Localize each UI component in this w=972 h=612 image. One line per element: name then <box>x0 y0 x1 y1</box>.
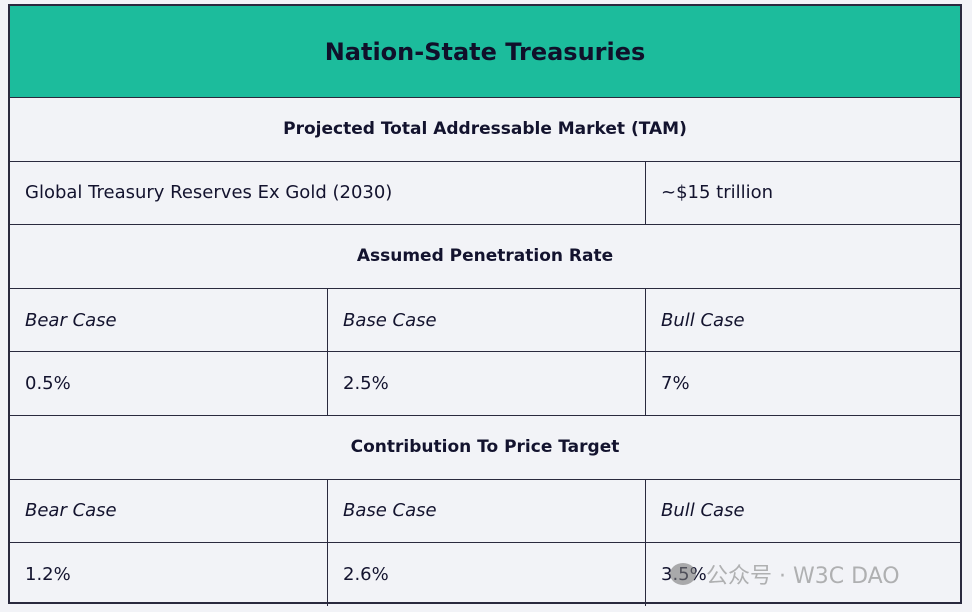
bull-penetration: 7% <box>661 373 690 395</box>
section-tam: Projected Total Addressable Market (TAM) <box>10 97 960 161</box>
table-title: Nation-State Treasuries <box>10 6 960 97</box>
table-row: 0.5% 2.5% 7% <box>10 351 960 415</box>
tam-label: Global Treasury Reserves Ex Gold (2030) <box>10 161 646 225</box>
bear-penetration: 0.5% <box>10 352 328 415</box>
bull-contribution: 3.5% <box>661 563 707 585</box>
bear-case-header: Bear Case <box>10 479 328 543</box>
section-contribution: Contribution To Price Target <box>10 414 960 479</box>
tam-value: ~$15 trillion <box>661 182 774 204</box>
base-case-header: Base Case <box>328 288 646 352</box>
bear-contribution: 1.2% <box>10 543 328 606</box>
table-row: Bear Case Base Case Bull Case <box>10 478 960 543</box>
section-penetration: Assumed Penetration Rate <box>10 224 960 288</box>
table-row: Global Treasury Reserves Ex Gold (2030) … <box>10 160 960 225</box>
base-penetration: 2.5% <box>328 352 646 415</box>
base-case-header: Base Case <box>328 479 646 543</box>
bull-case-header: Bull Case <box>661 309 745 331</box>
base-contribution: 2.6% <box>328 543 646 606</box>
table-row: 1.2% 2.6% 3.5% <box>10 542 960 606</box>
treasury-table: Nation-State Treasuries Projected Total … <box>8 4 962 606</box>
bull-case-header: Bull Case <box>661 500 745 522</box>
table-row: Bear Case Base Case Bull Case <box>10 287 960 352</box>
bear-case-header: Bear Case <box>10 288 328 352</box>
